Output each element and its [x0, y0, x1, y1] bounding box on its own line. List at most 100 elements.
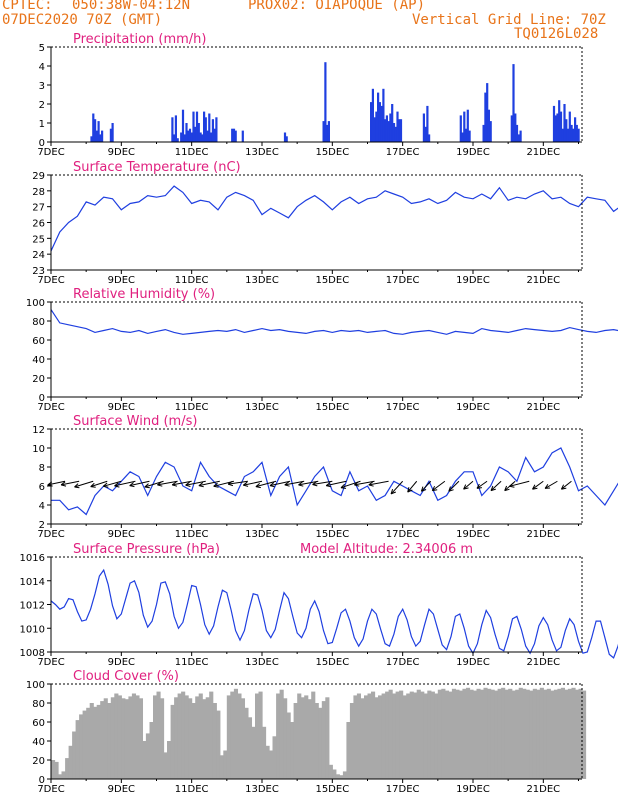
wind-vector-head: [390, 488, 394, 495]
wind-vector-head: [129, 482, 134, 486]
wind-vector-head: [243, 484, 249, 487]
cloud-cover-bar: [82, 710, 87, 779]
precipitation-bar: [556, 113, 559, 142]
precipitation-bar: [426, 105, 429, 142]
wind-vector-shaft: [432, 480, 446, 492]
x-tick-label: 7DEC: [37, 784, 64, 795]
cloud-cover-bar: [469, 689, 474, 779]
wind-vector: [298, 480, 319, 487]
temperature-title: Surface Temperature (nC): [73, 160, 241, 175]
cloud-cover-bar: [262, 726, 267, 780]
cloud-cover-bar: [145, 733, 151, 779]
cloud-cover-bar: [335, 774, 340, 780]
cloud-cover-bar: [307, 699, 312, 779]
wind-vector-shaft: [129, 480, 150, 487]
precipitation-bar: [382, 88, 385, 142]
cloud-cover-bar: [339, 775, 344, 779]
datetime-label: 07DEC2020 70Z (GMT): [2, 12, 163, 28]
y-tick-label: 3: [39, 81, 45, 92]
wind-vector-head: [532, 484, 536, 490]
x-tick-label: 7DEC: [37, 147, 64, 158]
x-tick-label: 13DEC: [245, 784, 279, 795]
cloud-cover-bar: [423, 693, 428, 779]
cloud-cover-bar: [434, 693, 439, 779]
cloud-cover-bar: [420, 691, 425, 779]
precipitation-bar: [176, 138, 179, 142]
wind-vector: [171, 480, 192, 487]
x-tick-label: 13DEC: [245, 657, 279, 668]
y-tick-label: 27: [32, 203, 45, 214]
cloud-cover-bar: [269, 750, 274, 779]
cloud-title: Cloud Cover (%): [73, 669, 179, 684]
cloud-cover-bar: [356, 693, 362, 779]
wind-vector-head: [326, 485, 332, 488]
y-tick-label: 1010: [20, 624, 45, 635]
wind-vector: [420, 480, 432, 492]
wind-vector: [509, 480, 530, 488]
cloud-cover-bar: [560, 687, 566, 779]
precipitation-bar: [213, 128, 216, 142]
wind-vector-head: [242, 481, 248, 486]
y-tick-label: 1016: [20, 553, 45, 564]
x-tick-label: 7DEC: [37, 657, 64, 668]
precipitation-bar: [396, 111, 399, 142]
cloud-cover-bar: [529, 690, 534, 779]
cloud-cover-bar: [219, 755, 224, 780]
y-tick-label: 0: [39, 393, 45, 404]
wind-vector-head: [60, 484, 67, 487]
wind-vector-head: [213, 485, 219, 488]
wind-vector-head: [476, 487, 482, 489]
cloud-cover-bar: [458, 690, 464, 779]
x-tick-label: 11DEC: [175, 147, 209, 158]
cloud-cover-bar: [156, 691, 161, 779]
cloud-cover-bar: [564, 689, 569, 779]
cloud-cover-bar: [226, 695, 231, 779]
cloud-cover-bar: [198, 693, 203, 779]
cloud-cover-bar: [293, 703, 298, 779]
cloud-cover-bar: [114, 693, 119, 779]
wind-vector-head: [90, 486, 96, 488]
precipitation-bar: [111, 123, 114, 142]
cloud-cover-bar: [497, 688, 502, 780]
cloud-cover-bar: [209, 691, 214, 779]
cloud-cover-bar: [532, 688, 537, 780]
cloud-cover-bar: [546, 688, 551, 780]
x-tick-label: 9DEC: [108, 529, 135, 540]
cloud-cover-bar: [79, 714, 84, 779]
cloud-cover-bar: [167, 741, 172, 779]
wind-vector-head: [74, 486, 80, 489]
wind-vector-head: [420, 486, 424, 492]
precipitation-bar: [234, 130, 237, 142]
precipitation-bar: [90, 136, 93, 142]
wind-vector: [544, 480, 558, 489]
wind-vector-shaft: [463, 480, 474, 490]
wind-vector-head: [255, 486, 261, 489]
precipitation-bar: [566, 128, 570, 142]
x-tick-label: 11DEC: [175, 657, 209, 668]
wind-vector-head: [463, 484, 467, 490]
cloud-cover-bar: [72, 731, 77, 779]
x-tick-label: 13DEC: [245, 147, 279, 158]
x-tick-label: 17DEC: [386, 147, 420, 158]
precipitation-bar: [459, 115, 462, 142]
x-tick-label: 21DEC: [526, 529, 560, 540]
cloud-cover-bar: [364, 695, 369, 779]
cloud-cover-bar: [75, 720, 80, 779]
precipitation-bar: [109, 128, 112, 142]
x-tick-label: 7DEC: [37, 529, 64, 540]
cloud-cover-bar: [325, 697, 330, 779]
wind-vector-head: [227, 483, 234, 487]
wind-vector-shaft: [61, 480, 80, 486]
wind-vector-head: [476, 483, 480, 489]
cloud-cover-bar: [321, 701, 326, 779]
cloud-cover-bar: [582, 690, 587, 779]
cloud-cover-bar: [255, 693, 260, 779]
wind-vector: [198, 480, 220, 488]
precipitation-bar: [188, 128, 192, 142]
wind-vector-head: [213, 482, 218, 487]
wind-vector-head: [354, 481, 359, 486]
cloud-cover-bar: [311, 691, 316, 779]
wind-vector: [407, 480, 418, 493]
precipitation-bar: [231, 128, 234, 142]
precipitation-bar: [387, 121, 390, 142]
